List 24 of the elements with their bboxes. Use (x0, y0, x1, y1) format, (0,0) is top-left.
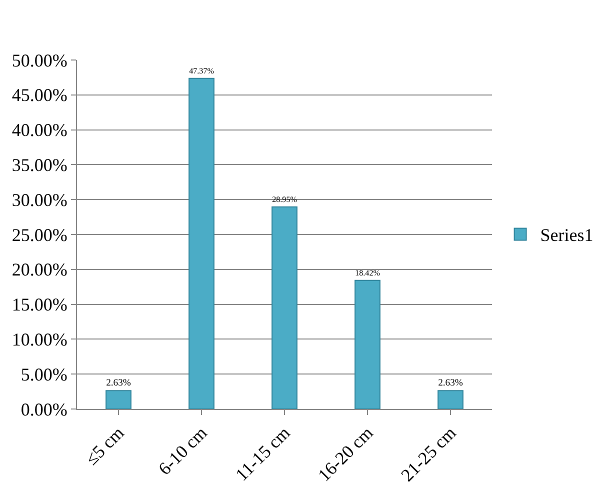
data-label: 18.42% (355, 268, 380, 278)
y-tick-label: 5.00% (20, 364, 68, 384)
x-tick-label: 6-10 cm (154, 422, 211, 479)
bar (188, 78, 214, 409)
y-tick-label: 35.00% (12, 155, 68, 175)
y-tick-label: 20.00% (12, 260, 68, 280)
x-tick-label: ≤5 cm (81, 422, 128, 469)
y-tick-label: 25.00% (12, 224, 68, 245)
y-tick-label: 40.00% (12, 120, 68, 140)
bar (354, 280, 380, 409)
y-tick-label: 15.00% (12, 294, 68, 315)
bar (438, 390, 464, 409)
data-label: 47.37% (189, 66, 214, 76)
y-tick-label: 45.00% (12, 85, 68, 106)
y-tick-label: 10.00% (12, 330, 68, 350)
data-label: 2.63% (106, 378, 131, 388)
legend-label: Series1 (540, 225, 594, 246)
data-label: 28.95% (272, 195, 298, 204)
data-label: 2.63% (438, 378, 463, 388)
bar (272, 206, 298, 409)
y-tick-label: 30.00% (12, 190, 68, 210)
bar (106, 390, 132, 409)
y-tick-label: 50.00% (12, 50, 68, 70)
y-tick-label: 0.00% (20, 399, 68, 420)
